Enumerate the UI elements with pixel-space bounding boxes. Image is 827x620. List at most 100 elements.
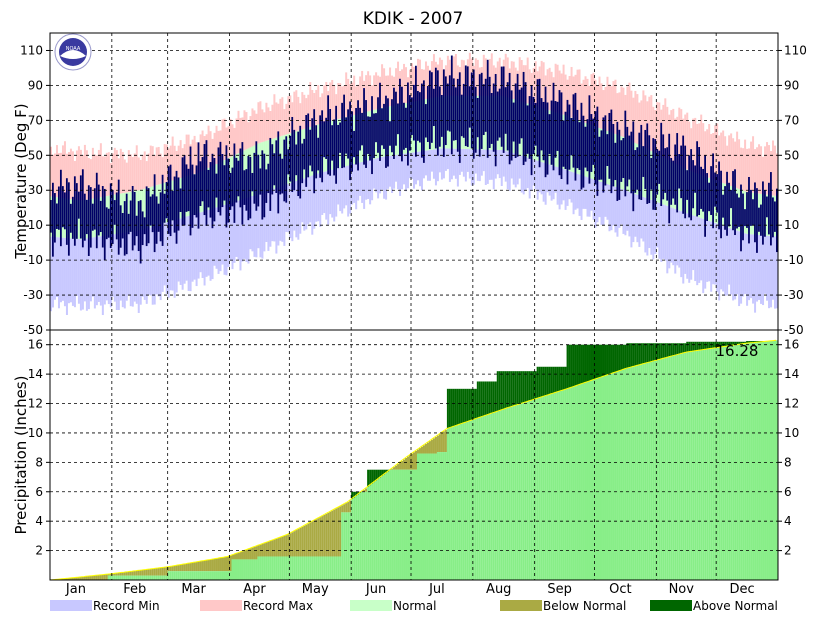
observed-temperature-bar	[534, 102, 537, 146]
observed-temperature-bar	[267, 163, 270, 194]
record-min-bar	[470, 149, 473, 186]
observed-temperature-bar	[235, 157, 238, 203]
observed-precipitation-bar	[339, 556, 342, 580]
record-max-bar	[365, 75, 368, 112]
record-max-bar	[640, 100, 643, 147]
above-normal-bar	[462, 388, 465, 424]
observed-precipitation-bar	[263, 556, 266, 580]
above-normal-bar	[624, 344, 627, 369]
below-normal-bar	[397, 464, 400, 470]
above-normal-bar	[558, 366, 561, 392]
below-normal-bar	[219, 557, 222, 572]
record-min-bar	[123, 232, 126, 309]
observed-temperature-bar	[438, 86, 441, 147]
observed-temperature-bar	[387, 98, 389, 167]
record-min-bar	[752, 234, 755, 304]
observed-temperature-bar	[327, 95, 330, 175]
record-max-bar	[51, 154, 54, 197]
observed-precipitation-bar	[604, 375, 607, 580]
record-max-bar	[416, 58, 419, 101]
observed-precipitation-bar	[430, 453, 433, 580]
below-normal-bar	[165, 567, 168, 576]
record-max-bar	[243, 110, 246, 151]
below-normal-bar	[69, 577, 72, 580]
observed-temperature-bar	[349, 101, 351, 181]
record-min-bar	[201, 211, 204, 278]
observed-precipitation-bar	[672, 355, 675, 580]
record-min-bar	[269, 189, 272, 247]
observed-precipitation-bar	[157, 575, 160, 580]
record-max-bar	[265, 102, 268, 141]
observed-temperature-bar	[85, 199, 88, 235]
above-normal-bar	[488, 381, 491, 415]
observed-precipitation-bar	[219, 571, 222, 580]
record-min-bar	[570, 171, 573, 203]
record-max-bar	[586, 78, 589, 124]
record-min-bar	[251, 195, 254, 252]
record-min-bar	[279, 186, 282, 241]
observed-precipitation-bar	[438, 452, 441, 580]
observed-temperature-bar	[295, 144, 298, 176]
record-max-bar	[225, 127, 228, 160]
observed-precipitation-bar	[698, 350, 701, 580]
observed-temperature-bar	[434, 67, 437, 149]
record-max-bar	[151, 146, 154, 187]
observed-temperature-bar	[684, 145, 687, 219]
record-min-bar	[728, 227, 731, 285]
below-normal-bar	[241, 551, 244, 560]
above-normal-bar	[622, 344, 625, 370]
record-max-bar	[708, 124, 711, 178]
observed-precipitation-bar	[119, 575, 122, 580]
record-max-bar	[321, 93, 324, 124]
record-min-bar	[163, 223, 166, 286]
record-min-bar	[289, 183, 292, 239]
normal-range-bar	[141, 189, 144, 230]
below-normal-bar	[207, 559, 210, 572]
observed-temperature-bar	[133, 191, 136, 246]
precipitation-tick-label: 14	[784, 367, 799, 381]
observed-temperature-bar	[726, 171, 728, 236]
record-max-bar	[638, 102, 641, 146]
record-max-bar	[319, 97, 322, 124]
above-normal-bar	[502, 371, 505, 410]
observed-temperature-bar	[724, 186, 726, 230]
observed-temperature-bar	[752, 199, 754, 226]
observed-precipitation-bar	[301, 556, 304, 580]
observed-temperature-bar	[622, 138, 625, 179]
observed-temperature-bar	[634, 150, 637, 193]
record-max-bar	[752, 136, 755, 193]
observed-precipitation-bar	[702, 349, 705, 580]
below-normal-bar	[103, 574, 106, 580]
below-normal-bar	[327, 512, 330, 557]
observed-precipitation-bar	[712, 348, 715, 580]
record-min-bar	[63, 237, 66, 307]
record-min-bar	[652, 200, 655, 260]
observed-temperature-bar	[504, 87, 507, 134]
observed-temperature-bar	[263, 153, 266, 218]
record-min-bar	[624, 190, 627, 236]
record-max-bar	[772, 140, 775, 196]
above-normal-bar	[722, 341, 725, 347]
observed-precipitation-bar	[620, 370, 623, 580]
above-normal-bar	[612, 344, 615, 374]
record-max-bar	[239, 117, 242, 153]
observed-precipitation-bar	[389, 470, 392, 580]
record-max-bar	[692, 118, 695, 172]
record-min-bar	[287, 183, 290, 233]
observed-precipitation-bar	[165, 575, 168, 580]
observed-precipitation-bar	[335, 556, 338, 580]
observed-precipitation-bar	[416, 453, 419, 580]
record-min-bar	[89, 237, 92, 302]
record-max-bar	[738, 139, 741, 190]
record-min-bar	[253, 195, 256, 257]
record-min-bar	[129, 231, 132, 307]
above-normal-bar	[614, 344, 617, 373]
observed-temperature-bar	[514, 83, 517, 159]
record-min-bar	[51, 236, 54, 308]
observed-temperature-bar	[105, 207, 108, 240]
observed-temperature-bar	[411, 97, 413, 136]
record-min-bar	[177, 218, 180, 282]
observed-precipitation-bar	[522, 402, 525, 580]
observed-temperature-bar	[185, 164, 188, 212]
record-min-bar	[317, 173, 320, 222]
